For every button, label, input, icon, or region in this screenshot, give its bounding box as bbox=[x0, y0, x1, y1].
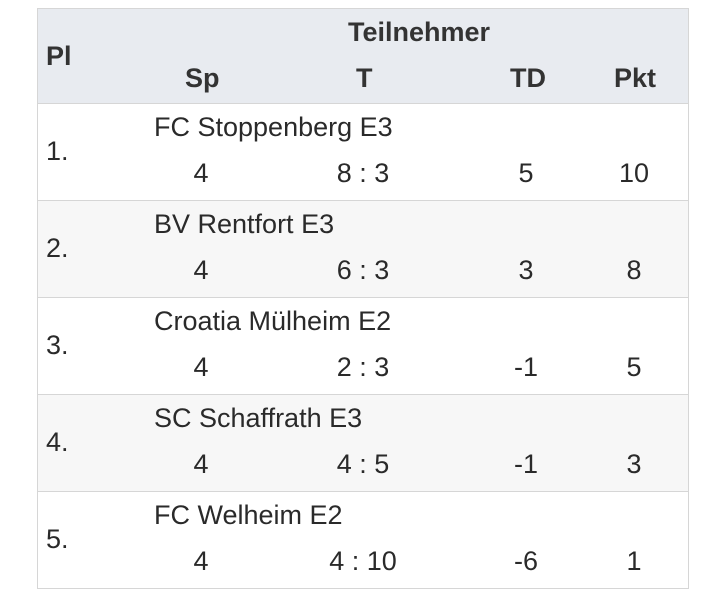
table-header: Pl Teilnehmer Sp T TD Pkt bbox=[38, 9, 688, 104]
goals: 4 : 10 bbox=[329, 546, 397, 576]
header-pl[interactable]: Pl bbox=[46, 41, 72, 71]
team-link[interactable]: FC Stoppenberg E3 bbox=[154, 112, 393, 142]
goal-difference: -1 bbox=[513, 352, 538, 382]
table-row[interactable]: 4. SC Schaffrath E3 4 4 : 5 -1 3 bbox=[38, 395, 688, 492]
goal-difference: -1 bbox=[513, 449, 538, 479]
rank: 3. bbox=[46, 330, 69, 360]
games-played: 4 bbox=[193, 546, 209, 576]
header-td[interactable]: TD bbox=[510, 63, 546, 93]
header-pkt[interactable]: Pkt bbox=[614, 63, 657, 93]
header-teilnehmer[interactable]: Teilnehmer bbox=[348, 17, 491, 47]
games-played: 4 bbox=[193, 352, 209, 382]
standings-table: Pl Teilnehmer Sp T TD Pkt 1. FC Stoppenb… bbox=[37, 8, 689, 589]
rank: 4. bbox=[46, 427, 69, 457]
team-link[interactable]: FC Welheim E2 bbox=[154, 500, 343, 530]
goals: 4 : 5 bbox=[336, 449, 390, 479]
goal-difference: -6 bbox=[513, 546, 538, 576]
points: 10 bbox=[618, 158, 650, 188]
goal-difference: 3 bbox=[518, 255, 534, 285]
games-played: 4 bbox=[193, 255, 209, 285]
goals: 2 : 3 bbox=[336, 352, 390, 382]
table-row[interactable]: 1. FC Stoppenberg E3 4 8 : 3 5 10 bbox=[38, 104, 688, 201]
goals: 6 : 3 bbox=[336, 255, 390, 285]
games-played: 4 bbox=[193, 449, 209, 479]
points: 3 bbox=[626, 449, 642, 479]
games-played: 4 bbox=[193, 158, 209, 188]
header-t[interactable]: T bbox=[356, 63, 373, 93]
table-row[interactable]: 5. FC Welheim E2 4 4 : 10 -6 1 bbox=[38, 492, 688, 588]
goal-difference: 5 bbox=[518, 158, 534, 188]
table-row[interactable]: 3. Croatia Mülheim E2 4 2 : 3 -1 5 bbox=[38, 298, 688, 395]
team-link[interactable]: BV Rentfort E3 bbox=[154, 209, 335, 239]
points: 1 bbox=[626, 546, 642, 576]
table-row[interactable]: 2. BV Rentfort E3 4 6 : 3 3 8 bbox=[38, 201, 688, 298]
team-link[interactable]: SC Schaffrath E3 bbox=[154, 403, 363, 433]
rank: 2. bbox=[46, 233, 69, 263]
rank: 1. bbox=[46, 136, 69, 166]
goals: 8 : 3 bbox=[336, 158, 390, 188]
points: 5 bbox=[626, 352, 642, 382]
rank: 5. bbox=[46, 524, 69, 554]
points: 8 bbox=[626, 255, 642, 285]
header-sp[interactable]: Sp bbox=[185, 63, 220, 93]
team-link[interactable]: Croatia Mülheim E2 bbox=[154, 306, 392, 336]
